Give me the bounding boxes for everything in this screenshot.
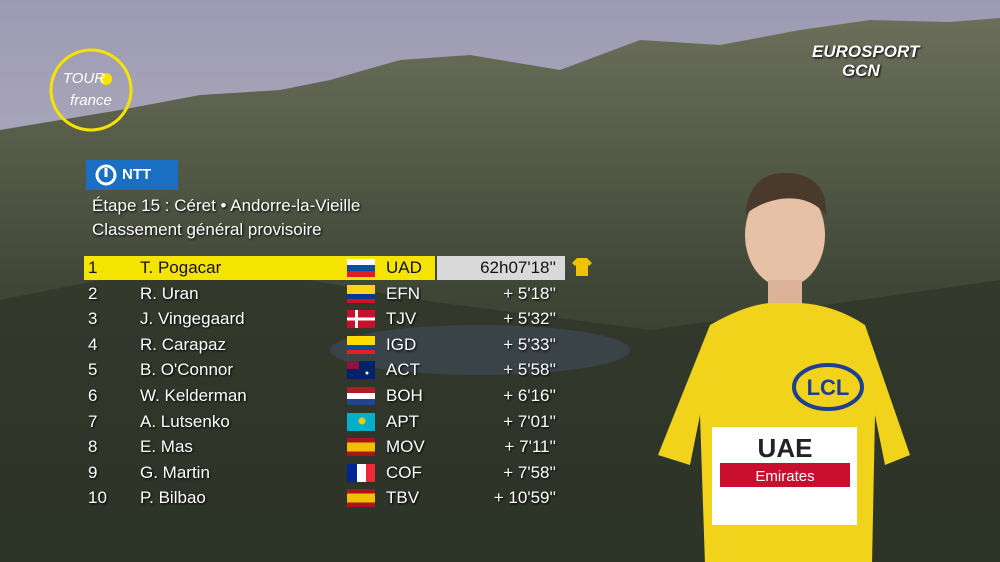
time: + 7'01'' (503, 411, 556, 431)
time: + 5'18'' (503, 283, 556, 303)
rider-name: G. Martin (140, 462, 210, 482)
rank: 2 (88, 283, 98, 303)
flag (347, 361, 375, 380)
standings-row: 7 A. Lutsenko APT + 7'01'' (84, 410, 604, 434)
time: 62h07'18'' (480, 258, 556, 277)
team-code: IGD (386, 334, 417, 354)
rank: 7 (88, 411, 98, 431)
standings-row: 9 G. Martin COF + 7'58'' (84, 461, 604, 485)
stage-title: Étape 15 : Céret • Andorre-la-Vieille (92, 196, 361, 215)
time: + 5'32'' (503, 309, 556, 329)
rank: 5 (88, 360, 98, 380)
time: + 5'33'' (503, 334, 556, 354)
rider-name: A. Lutsenko (140, 411, 230, 431)
team-code: TJV (386, 309, 417, 329)
rank: 8 (88, 437, 98, 457)
flag (347, 412, 375, 431)
rank: 4 (88, 334, 98, 354)
time: + 7'58'' (503, 462, 556, 482)
sponsor-icon (95, 164, 117, 186)
jersey-team-sub: Emirates (755, 468, 814, 485)
standings-row: 4 R. Carapaz IGD + 5'33'' (84, 333, 604, 357)
standings-row: 6 W. Kelderman BOH + 6'16'' (84, 384, 604, 408)
rider-name: W. Kelderman (140, 386, 247, 405)
flag (347, 387, 375, 405)
logo-text: TOUR (63, 70, 105, 87)
rider-name: R. Carapaz (140, 334, 226, 354)
standings-row: 2 R. Uran EFN + 5'18'' (84, 282, 604, 306)
rider-name: J. Vingegaard (140, 309, 245, 329)
rank: 9 (88, 462, 98, 482)
team-code: APT (386, 411, 420, 431)
flag (347, 310, 375, 329)
time: + 7'11'' (504, 437, 557, 457)
standings-row: 10 P. Bilbao TBV + 10'59'' (84, 486, 604, 510)
team-code: ACT (386, 360, 420, 380)
flag (347, 335, 375, 354)
team-code: UAD (386, 258, 422, 277)
flag (347, 489, 375, 508)
tour-logo: TOUR france (49, 48, 133, 132)
rider-name: R. Uran (140, 283, 199, 303)
standings-row: 3 J. Vingegaard TJV + 5'32'' (84, 307, 604, 331)
logo-text: france (70, 92, 112, 109)
rank: 6 (88, 386, 98, 405)
rider-name: T. Pogacar (140, 258, 222, 277)
rank: 10 (88, 488, 107, 508)
standings-row: 5 B. O'Connor ACT + 5'58'' (84, 358, 604, 382)
rank: 1 (88, 258, 98, 277)
team-code: EFN (386, 283, 420, 303)
flag (347, 463, 375, 482)
jersey-team: UAE (758, 433, 813, 463)
sponsor-text: NTT (122, 166, 152, 183)
jersey-sponsor: LCL (807, 375, 850, 400)
time: + 10'59'' (493, 488, 556, 508)
rider-name: B. O'Connor (140, 360, 234, 380)
rider-name: E. Mas (140, 437, 193, 457)
rider: LCL UAE Emirates (658, 172, 910, 562)
flag (347, 438, 375, 457)
broadcaster-logo: EUROSPORT (812, 42, 920, 61)
time: + 6'16'' (503, 386, 556, 405)
flag (347, 284, 375, 303)
leader-highlight (84, 256, 435, 280)
team-code: COF (386, 462, 422, 482)
team-code: MOV (386, 437, 425, 457)
sponsor-badge: NTT (86, 160, 178, 190)
rider-name: P. Bilbao (140, 488, 206, 508)
time: + 5'58'' (503, 360, 556, 380)
team-code: BOH (386, 386, 423, 405)
flag (347, 259, 375, 277)
standings-row: 1 T. Pogacar UAD 62h07'18'' (84, 256, 604, 280)
team-code: TBV (386, 488, 420, 508)
stage-subtitle: Classement général provisoire (92, 220, 322, 239)
channel-logo: GCN (842, 61, 880, 80)
leader-time-box (437, 256, 565, 280)
rank: 3 (88, 309, 98, 329)
yellow-jersey-icon (572, 258, 592, 276)
standings-row: 8 E. Mas MOV + 7'11'' (84, 435, 604, 459)
